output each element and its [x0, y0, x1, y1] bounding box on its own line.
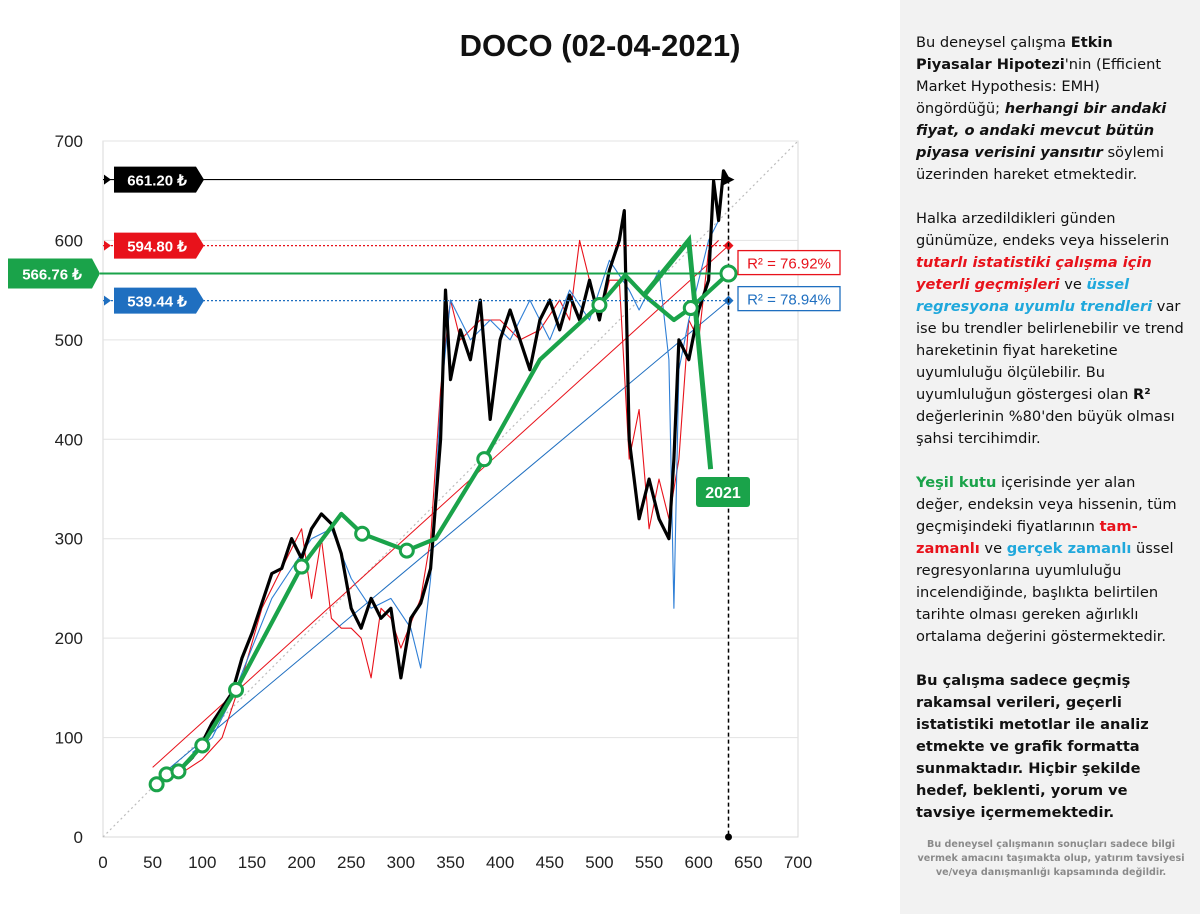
p2-text-c: var ise bu trendler belirlenebilir ve tr…	[916, 298, 1184, 403]
green-marker	[398, 542, 415, 559]
panel-paragraph-1: Bu deneysel çalışma Etkin Piyasalar Hipo…	[916, 32, 1186, 186]
price-chart: DOCO (02-04-2021) 0100200300400500600700…	[8, 28, 841, 872]
price-level-box	[114, 232, 204, 259]
p1-text-c: söylemi üzerinden hareket etmektedir.	[916, 144, 1164, 183]
trend-line	[152, 245, 729, 768]
x-tick-label: 650	[734, 853, 762, 872]
p1-emh-term: Etkin Piyasalar Hipotezi	[916, 34, 1113, 73]
price-level-box	[8, 258, 100, 289]
p2-r2-term: R²	[1132, 386, 1151, 403]
y-tick-label: 100	[55, 729, 83, 748]
series-line	[151, 169, 730, 789]
panel-paragraph-4: Bu çalışma sadece geçmiş rakamsal verile…	[916, 672, 1149, 821]
p2-text-b: ve	[1059, 276, 1087, 293]
disclaimer: Bu deneysel çalışmanın sonuçları sadece …	[917, 839, 1185, 878]
r2-box	[737, 285, 841, 312]
green-marker	[719, 264, 738, 283]
price-level-value: 661.20 ₺	[127, 173, 187, 190]
p3-green-term: Yeşil kutu	[916, 474, 997, 491]
green-marker	[228, 681, 245, 698]
green-marker	[148, 776, 165, 793]
green-marker	[354, 525, 371, 542]
panel-paragraph-3: Yeşil kutu içerisinde yer alan değer, en…	[916, 472, 1186, 648]
y-tick-label: 300	[55, 530, 83, 549]
axis-end-dot	[725, 833, 732, 841]
y-tick-label: 0	[74, 828, 83, 847]
chart-area: DOCO (02-04-2021) 0 100 200 300 400 500 600 700…	[8, 28, 841, 872]
y-tick-label: 700	[55, 132, 83, 151]
price-level-box	[114, 166, 204, 193]
p2-text-a: Halka arzedildikleri günden günümüze, en…	[916, 210, 1170, 249]
trend-lines	[152, 245, 729, 783]
price-level-value: 566.76 ₺	[22, 266, 82, 283]
x-tick-label: 350	[436, 853, 464, 872]
x-tick-label: 200	[287, 853, 315, 872]
p3-red-term: tam-zamanlı	[916, 518, 1138, 557]
annotation-leader	[642, 234, 714, 470]
green-marker	[293, 558, 310, 575]
series-line	[182, 239, 719, 773]
level-labels: 661.20 ₺ 594.80 ₺ 566.76 ₺ 539.44 ₺ R² = 76.…	[8, 166, 841, 507]
x-tick-label: 400	[486, 853, 514, 872]
y-tick-label: 400	[55, 430, 83, 449]
x-tick-label: 600	[685, 853, 713, 872]
trend-line	[152, 300, 729, 783]
green-markers	[148, 264, 738, 793]
price-level-value: 594.80 ₺	[127, 239, 187, 256]
p3-blue-term: gerçek zamanlı	[1006, 540, 1132, 557]
diagonal-reference-line	[102, 140, 799, 838]
price-level-arrow	[104, 174, 111, 185]
price-levels	[100, 173, 735, 841]
x-tick-label: 50	[143, 853, 162, 872]
price-level-arrow	[104, 295, 111, 306]
x-tick-label: 450	[536, 853, 564, 872]
r2-box	[737, 249, 841, 276]
x-tick-label: 0	[98, 853, 107, 872]
x-tick-label: 550	[635, 853, 663, 872]
x-tick-label: 700	[784, 853, 812, 872]
chart-title: DOCO (02-04-2021)	[460, 28, 741, 63]
p2-blue-term: üssel regresyona uyumlu trendleri	[916, 276, 1153, 315]
price-level-arrow	[104, 240, 111, 251]
p3-text-b: ve	[979, 540, 1007, 557]
axis-ticks: 0 100 200 300 400 500 600 700 0 50 100 150 200 250 300…	[55, 132, 813, 872]
green-marker	[170, 763, 187, 780]
x-tick-label: 100	[188, 853, 216, 872]
annotation-label: 2021	[705, 485, 741, 502]
p1-text-a: Bu deneysel çalışma	[916, 34, 1071, 51]
y-tick-label: 500	[55, 331, 83, 350]
price-level-box	[114, 287, 204, 314]
green-marker	[682, 300, 699, 317]
p1-text-b: 'nin (Efficient Market Hypothesis: EMH) …	[916, 56, 1162, 117]
p1-emh-quote: herhangi bir andaki fiyat, o andaki mevc…	[916, 100, 1167, 161]
green-marker	[194, 737, 211, 754]
green-marker	[476, 451, 493, 468]
current-price-arrow	[722, 173, 735, 186]
panel-paragraph-2: Halka arzedildikleri günden günümüze, en…	[916, 208, 1186, 450]
side-panel: Bu deneysel çalışma Etkin Piyasalar Hipo…	[900, 0, 1200, 914]
p3-text-a: içerisinde yer alan değer, endeksin veya…	[916, 474, 1177, 535]
green-marker	[591, 297, 608, 314]
p2-red-term: tutarlı istatistiki çalışma için yeterli…	[916, 254, 1152, 293]
y-tick-label: 600	[55, 231, 83, 250]
x-tick-label: 300	[387, 853, 415, 872]
annotation-box	[696, 477, 750, 507]
p2-text-d: değerlerinin %80'den büyük olması şahsi …	[916, 408, 1175, 447]
x-tick-label: 500	[585, 853, 613, 872]
x-tick-label: 150	[238, 853, 266, 872]
r2-value: R² = 76.92%	[747, 256, 831, 273]
price-level-value: 539.44 ₺	[127, 294, 187, 311]
p3-text-c: üssel regresyonlarına uyumluluğu incelen…	[916, 540, 1174, 645]
y-tick-label: 200	[55, 629, 83, 648]
x-tick-label: 250	[337, 853, 365, 872]
r2-value: R² = 78.94%	[747, 292, 831, 309]
